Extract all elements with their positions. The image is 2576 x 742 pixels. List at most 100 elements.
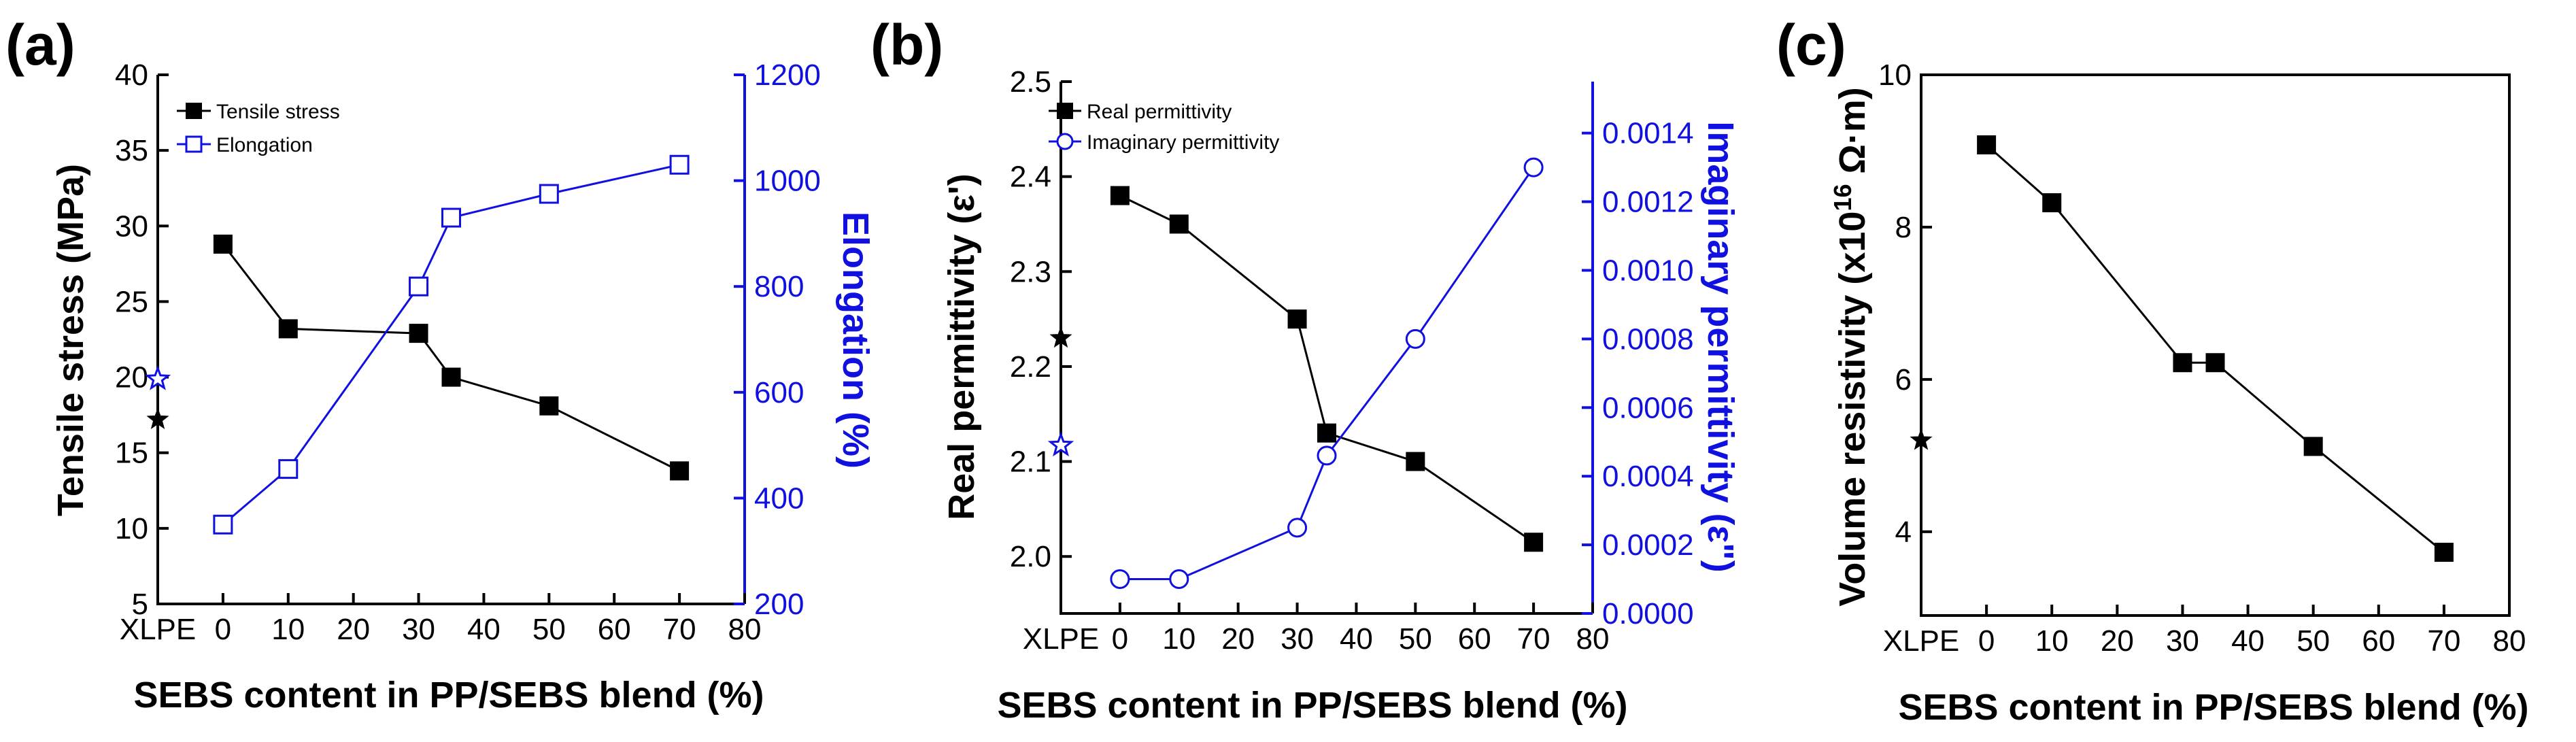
data-point	[2205, 353, 2225, 373]
panel-b-axes	[1060, 82, 1593, 615]
panel-c-y-label-superscript: 16	[1829, 184, 1857, 211]
panel-a-x-ticks: XLPE 0 10 20 30 40 50 60 70 80	[120, 593, 762, 646]
data-point	[1524, 533, 1544, 552]
legend-marker-tensile	[186, 103, 202, 119]
data-point	[1110, 186, 1130, 205]
panel-a-series-lines	[222, 163, 680, 526]
x-tick-label: 50	[532, 613, 566, 646]
data-point	[441, 207, 461, 228]
x-tick-label: 50	[2297, 624, 2330, 658]
legend-label-imaginary: Imaginary permittivity	[1087, 131, 1279, 154]
y-tick-label-left: 5	[132, 588, 148, 621]
y-tick-label-right: 0.0008	[1602, 322, 1694, 356]
panel-c-series-marks	[1910, 135, 2454, 562]
x-tick-label: 50	[1399, 622, 1432, 656]
y-tick-label-left: 35	[115, 134, 148, 167]
x-tick-label: 10	[271, 613, 305, 646]
panel-a-y-axis-label-right: Elongation (%)	[835, 212, 876, 469]
y-tick-label-right: 600	[754, 376, 804, 409]
y-tick-label-right: 0.0004	[1602, 460, 1694, 493]
legend-label-tensile: Tensile stress	[216, 101, 340, 123]
panel-c-y-label-unit: Ω·m)	[1832, 87, 1873, 184]
series-line	[222, 243, 680, 472]
xlpe-star-point	[1047, 431, 1074, 457]
y-tick-label-right: 0.0006	[1602, 391, 1694, 424]
panel-c-x-ticks: XLPE 0 10 20 30 40 50 60 70 80	[1883, 605, 2526, 658]
y-tick-label-right: 1200	[754, 58, 821, 92]
y-tick-label-left: 40	[115, 58, 148, 92]
panel-a-y-axis-label-left: Tensile stress (MPa)	[50, 164, 91, 516]
data-point	[539, 396, 559, 416]
data-point	[539, 184, 559, 204]
x-tick-label: 0	[1978, 624, 1995, 658]
panel-a-series-marks	[144, 154, 690, 535]
data-point	[1169, 569, 1189, 590]
x-tick-label: 10	[1162, 622, 1196, 656]
x-tick-label: 70	[2427, 624, 2460, 658]
x-tick-label: 70	[1517, 622, 1550, 656]
x-tick-label: 80	[2493, 624, 2526, 658]
series-line	[222, 163, 680, 526]
panel-b-x-ticks: XLPE 0 10 20 30 40 50 60 70 80	[1023, 603, 1610, 656]
data-point	[669, 154, 690, 175]
y-tick-label-left: 2.3	[1010, 255, 1051, 288]
y-tick-label-right: 400	[754, 482, 804, 515]
panel-b-x-axis-label: SEBS content in PP/SEBS blend (%)	[997, 685, 1627, 726]
x-tick-label: XLPE	[1023, 622, 1100, 656]
x-tick-label: 60	[598, 613, 631, 646]
y-tick-label-right: 800	[754, 270, 804, 303]
panel-b: (b) XLPE 0 10 20 30 40 50 60 70 80 2.02.12.22.32.…	[870, 13, 1741, 726]
x-tick-label: 20	[1221, 622, 1255, 656]
x-tick-label: 60	[1458, 622, 1491, 656]
y-tick-label-right: 0.0014	[1602, 117, 1694, 150]
y-tick-label-left: 2.0	[1010, 540, 1051, 573]
xlpe-star-point	[1049, 326, 1072, 348]
y-tick-label-left: 10	[1878, 58, 1912, 92]
panel-c-y-axis-label: Volume resistivity (x1016 Ω·m)	[1829, 87, 1873, 607]
data-point	[1169, 214, 1189, 234]
y-tick-label-left: 8	[1895, 211, 1912, 244]
x-tick-label: XLPE	[120, 613, 197, 646]
x-tick-label: 0	[1112, 622, 1128, 656]
x-tick-label: 40	[1340, 622, 1373, 656]
data-point	[1523, 157, 1544, 178]
data-point	[670, 461, 690, 481]
y-tick-label-left: 2.2	[1010, 350, 1051, 384]
data-point	[441, 367, 461, 387]
data-point	[1406, 452, 1425, 471]
data-point	[1110, 569, 1130, 590]
panel-a-legend: Tensile stress Elongation	[177, 101, 340, 156]
data-point	[213, 514, 233, 535]
y-tick-label-right: 200	[754, 588, 804, 621]
x-tick-label: 70	[663, 613, 696, 646]
xlpe-star-point	[146, 407, 169, 429]
y-tick-label-left: 2.1	[1010, 445, 1051, 479]
data-point	[1405, 328, 1425, 349]
data-point	[1317, 423, 1336, 443]
x-tick-label: 10	[2035, 624, 2069, 658]
y-tick-label-left: 20	[115, 361, 148, 394]
data-point	[2042, 193, 2062, 213]
data-point	[278, 459, 299, 479]
panel-c-x-axis-label: SEBS content in PP/SEBS blend (%)	[1898, 687, 2528, 728]
legend-label-real: Real permittivity	[1087, 101, 1232, 123]
panel-c: (c) XLPE 0 10 20 30 40 50 60 70 80 4 6 8 10 SEBS con…	[1776, 13, 2529, 728]
xlpe-star-point	[144, 365, 171, 390]
x-tick-label: 80	[1576, 622, 1610, 656]
panel-c-series-lines	[1986, 144, 2445, 554]
panel-b-series-marks	[1047, 157, 1544, 590]
y-tick-label-right: 0.0002	[1602, 528, 1694, 562]
panel-a-x-axis-label: SEBS content in PP/SEBS blend (%)	[133, 675, 764, 715]
x-tick-label: 40	[467, 613, 501, 646]
data-point	[213, 234, 233, 254]
x-tick-label: 0	[215, 613, 231, 646]
panel-b-legend: Real permittivity Imaginary permittivity	[1049, 101, 1279, 154]
y-tick-label-left: 2.5	[1010, 65, 1051, 99]
x-tick-label: 80	[728, 613, 762, 646]
panel-b-y-axis-label-right: Imaginary permittivity (ε")	[1700, 121, 1741, 572]
data-point	[2434, 543, 2454, 562]
data-point	[278, 319, 298, 339]
x-tick-label: 40	[2231, 624, 2265, 658]
y-tick-label-left: 2.4	[1010, 161, 1051, 194]
